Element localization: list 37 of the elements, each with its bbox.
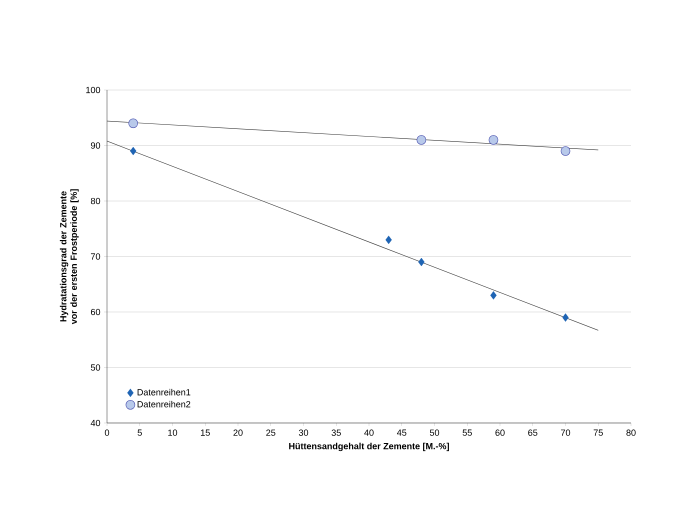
y-tick-label: 80	[90, 198, 100, 204]
legend-label: Datenreihen2	[138, 400, 190, 408]
y-tick-label: 90	[90, 142, 100, 149]
y-tick-label: 100	[86, 86, 100, 94]
y-tick-label: 40	[90, 420, 100, 426]
point	[562, 313, 569, 322]
x-tick-label: 20	[233, 430, 243, 436]
x-tick-label: 10	[168, 430, 178, 436]
x-tick-label: 0	[104, 430, 110, 436]
point	[385, 236, 392, 244]
point	[416, 135, 426, 145]
x-tick-label: 70	[560, 430, 570, 436]
x-tick-label: 25	[266, 430, 276, 436]
x-tick-label: 55	[462, 430, 472, 436]
x-axis-title: Hüttensandgehalt der Zemente [M.-%]	[289, 442, 449, 452]
x-tick-label: 35	[332, 430, 341, 436]
x-tick-label: 45	[396, 430, 406, 436]
x-tick-label: 60	[495, 430, 505, 436]
point	[488, 135, 498, 145]
point	[130, 146, 136, 156]
x-tick-label: 30	[298, 430, 308, 436]
x-tick-label: 15	[200, 430, 210, 436]
y-tick-label: 60	[90, 308, 100, 316]
point	[490, 291, 497, 300]
x-tick-label: 40	[364, 430, 374, 436]
x-tick-label: 75	[594, 430, 603, 436]
point	[128, 118, 138, 128]
y-tick-label: 70	[90, 253, 100, 260]
point	[418, 258, 425, 266]
x-tick-label: 5	[138, 430, 142, 436]
x-tick-label: 65	[528, 430, 538, 436]
x-tick-label: 80	[626, 430, 636, 436]
y-axis-title: Hydratationsgrad der Zemente vor der ersten Frostperiode [%]	[60, 189, 79, 324]
legend-label: Datenreihen1	[138, 388, 190, 396]
y-tick-label: 50	[90, 364, 100, 371]
point	[560, 146, 570, 156]
x-tick-label: 50	[430, 430, 440, 436]
